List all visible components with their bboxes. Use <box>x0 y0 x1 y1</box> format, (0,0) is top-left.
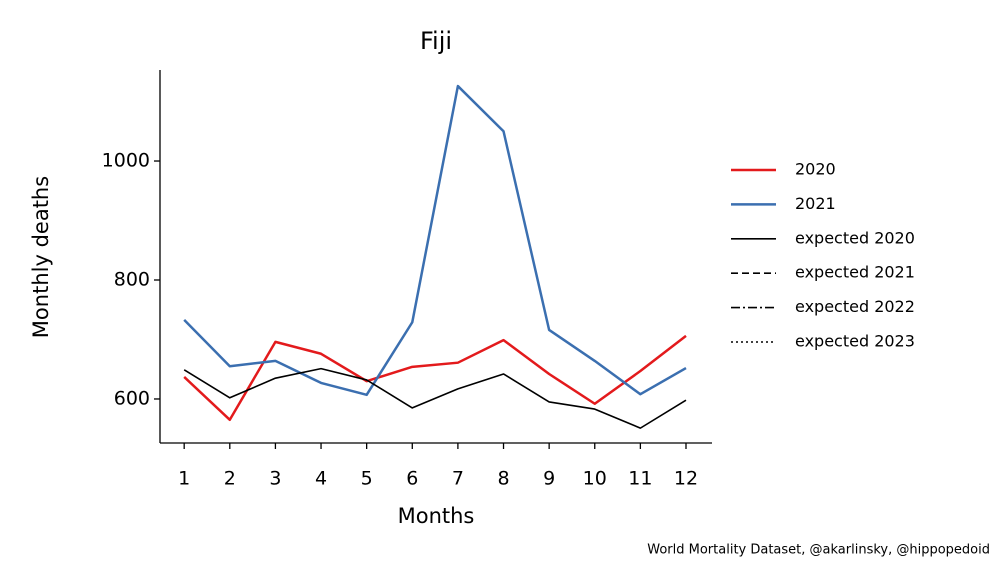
x-tick-label: 8 <box>497 468 509 490</box>
series-line <box>183 367 687 429</box>
x-tick-label: 6 <box>406 468 418 490</box>
y-axis-label: Monthly deaths <box>29 176 53 338</box>
chart-title: Fiji <box>420 27 452 55</box>
y-tick-label: 1000 <box>102 150 150 172</box>
x-tick-label: 7 <box>452 468 464 490</box>
legend-label: 2021 <box>795 194 836 213</box>
x-axis-label: Months <box>398 504 475 528</box>
series-line <box>183 334 687 422</box>
x-tick-label: 12 <box>674 468 698 490</box>
y-tick-label: 800 <box>114 268 150 290</box>
x-tick-label: 11 <box>628 468 652 490</box>
y-tick-label: 600 <box>114 387 150 409</box>
x-tick-label: 3 <box>269 468 281 490</box>
x-tick-label: 5 <box>361 468 373 490</box>
x-tick-label: 2 <box>224 468 236 490</box>
x-tick-label: 4 <box>315 468 327 490</box>
x-tick-label: 1 <box>178 468 190 490</box>
legend-label: 2020 <box>795 160 836 179</box>
legend-label: expected 2020 <box>795 228 915 247</box>
series-line <box>183 84 687 397</box>
legend-label: expected 2023 <box>795 332 915 351</box>
legend-label: expected 2022 <box>795 297 915 316</box>
x-tick-label: 10 <box>583 468 607 490</box>
x-tick-label: 9 <box>543 468 555 490</box>
legend-label: expected 2021 <box>795 263 915 282</box>
source-note: World Mortality Dataset, @akarlinsky, @h… <box>647 543 990 558</box>
